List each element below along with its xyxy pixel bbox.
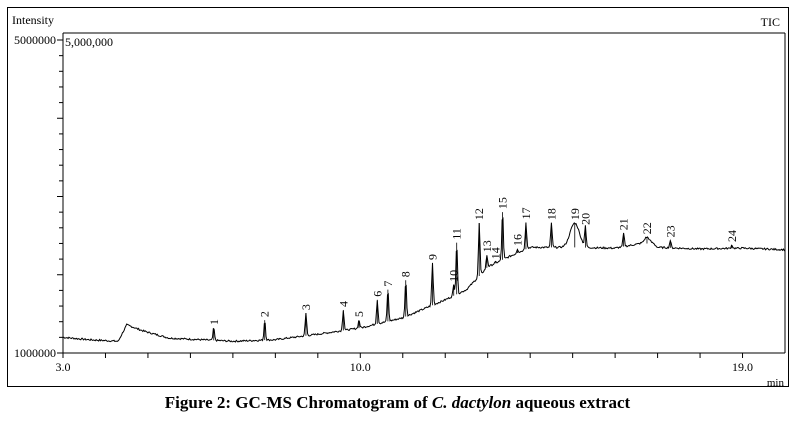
peak-label: 24	[725, 230, 739, 242]
chart-title: TIC	[761, 15, 780, 29]
caption-prefix: Figure 2: GC-MS Chromatogram of	[164, 393, 432, 412]
x-tick-label: 19.0	[732, 360, 753, 374]
peak-label: 21	[617, 218, 631, 230]
peak-label: 1	[207, 319, 221, 325]
x-axis-label: min	[767, 377, 785, 389]
y-tick-label: 1000000	[14, 346, 56, 360]
peak-label: 20	[578, 213, 592, 225]
peak-label: 11	[450, 228, 464, 240]
x-tick-label: 10.0	[350, 360, 371, 374]
caption-species: C. dactylon	[431, 393, 512, 412]
peak-label: 8	[399, 271, 413, 277]
peak-label: 9	[425, 254, 439, 260]
peak-label: 14	[488, 247, 502, 259]
peak-label: 16	[510, 234, 524, 246]
peak-label: 23	[663, 225, 677, 237]
peak-label: 7	[381, 281, 395, 287]
chart-frame	[7, 7, 789, 387]
peak-label: 2	[258, 311, 272, 317]
y-axis-label: Intensity	[12, 13, 54, 27]
peak-label: 5	[352, 311, 366, 317]
tic-trace	[62, 217, 786, 343]
caption-suffix: aqueous extract	[511, 393, 631, 412]
y-tick-label: 5000000	[14, 33, 56, 47]
peak-label: 18	[544, 208, 558, 220]
peak-label: 13	[480, 240, 494, 252]
peak-label: 6	[370, 291, 384, 297]
peak-label: 19	[568, 208, 582, 220]
peak-label: 22	[640, 222, 654, 234]
figure-caption: Figure 2: GC-MS Chromatogram of C. dacty…	[0, 393, 795, 413]
peak-label: 17	[519, 207, 533, 219]
peak-label: 10	[447, 270, 461, 282]
x-tick-label: 3.0	[56, 360, 71, 374]
peak-label: 3	[299, 304, 313, 310]
scale-annotation: 5,000,000	[65, 35, 113, 49]
peak-label: 12	[472, 208, 486, 220]
peak-label: 4	[336, 301, 350, 307]
peak-label: 15	[496, 197, 510, 209]
